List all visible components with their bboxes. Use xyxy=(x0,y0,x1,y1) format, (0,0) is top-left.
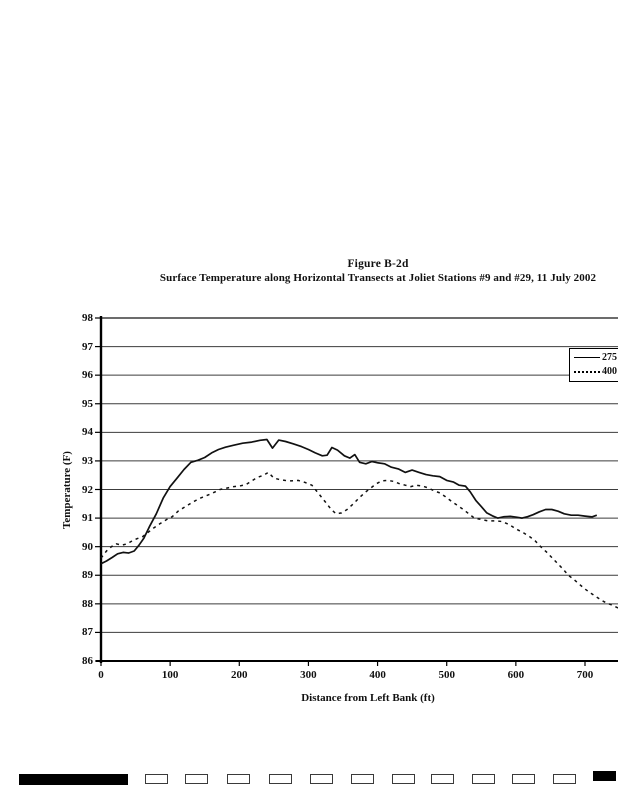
y-axis-title: Temperature (F) xyxy=(61,451,73,529)
series-275-line xyxy=(100,438,598,565)
series-400-line xyxy=(100,471,618,609)
x-tick-label: 100 xyxy=(161,669,179,681)
legend-solid-line-icon xyxy=(574,357,600,359)
y-tick-label: 91 xyxy=(82,512,93,525)
y-tick-label: 97 xyxy=(82,340,93,353)
figure-title: Figure B-2d xyxy=(347,258,409,270)
redaction-bar-right xyxy=(593,771,616,781)
binder-hole-box xyxy=(472,774,495,784)
legend-dashed-line-icon xyxy=(574,371,600,374)
binder-hole-box xyxy=(310,774,333,784)
y-tick-label: 89 xyxy=(82,569,93,582)
y-tick-label: 87 xyxy=(82,626,93,639)
binder-hole-box xyxy=(185,774,208,784)
y-tick-label: 95 xyxy=(82,397,93,410)
binder-hole-box xyxy=(431,774,454,784)
x-tick-label: 600 xyxy=(507,669,525,681)
x-tick-label: 200 xyxy=(231,669,248,681)
y-tick-label: 93 xyxy=(82,454,93,467)
binder-hole-box xyxy=(512,774,535,784)
binder-hole-box xyxy=(227,774,250,784)
legend-label-400: 400 xyxy=(602,366,617,378)
binder-hole-box xyxy=(392,774,415,784)
y-tick-label: 90 xyxy=(82,540,93,553)
x-tick-label: 700 xyxy=(576,669,594,681)
binder-hole-box xyxy=(269,774,292,784)
x-tick-label: 400 xyxy=(369,669,386,681)
y-tick-label: 92 xyxy=(82,483,93,496)
x-tick-label: 300 xyxy=(300,669,317,681)
y-tick-label: 94 xyxy=(82,426,93,439)
legend-item-400: 400 xyxy=(574,366,618,379)
x-axis-title: Distance from Left Bank (ft) xyxy=(301,692,435,704)
binder-hole-box xyxy=(145,774,168,784)
y-tick-label: 98 xyxy=(82,312,93,324)
binder-hole-box xyxy=(553,774,576,784)
redaction-bar-left xyxy=(19,774,128,785)
chart-legend: 275 400 xyxy=(569,348,618,382)
legend-label-275: 275 xyxy=(602,351,617,363)
legend-item-275: 275 xyxy=(574,351,618,364)
x-tick-label: 500 xyxy=(438,669,455,681)
y-tick-label: 86 xyxy=(82,655,93,667)
x-tick-label: 0 xyxy=(98,669,104,681)
binder-hole-box xyxy=(351,774,374,784)
y-tick-label: 96 xyxy=(82,369,93,382)
y-tick-label: 88 xyxy=(82,597,93,610)
figure-subtitle: Surface Temperature along Horizontal Tra… xyxy=(159,272,597,284)
